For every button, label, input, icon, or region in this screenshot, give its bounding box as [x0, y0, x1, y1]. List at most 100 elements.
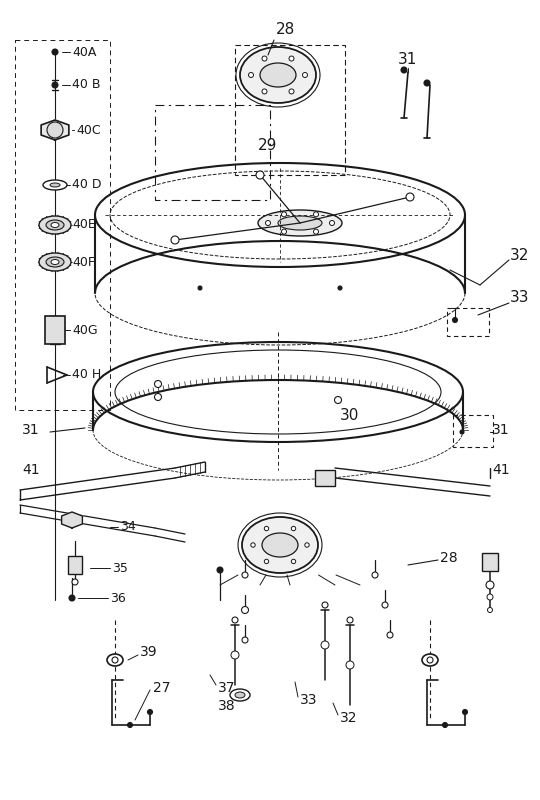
- Circle shape: [72, 579, 78, 585]
- Circle shape: [314, 229, 319, 234]
- Circle shape: [424, 80, 430, 86]
- Circle shape: [487, 594, 493, 600]
- Text: 32: 32: [510, 247, 529, 262]
- Ellipse shape: [278, 216, 322, 230]
- Circle shape: [281, 229, 287, 234]
- Circle shape: [462, 710, 468, 714]
- Text: 38: 38: [218, 699, 235, 713]
- Ellipse shape: [50, 183, 60, 187]
- Circle shape: [232, 617, 238, 623]
- Bar: [45, 316, 65, 344]
- Circle shape: [264, 559, 269, 564]
- Text: 35: 35: [112, 562, 128, 574]
- Text: 32: 32: [340, 711, 357, 725]
- Circle shape: [262, 89, 267, 94]
- Ellipse shape: [242, 517, 318, 573]
- Text: 27: 27: [153, 681, 171, 695]
- Circle shape: [217, 567, 223, 573]
- Text: 41: 41: [492, 463, 510, 477]
- Circle shape: [334, 397, 341, 403]
- Ellipse shape: [422, 654, 438, 666]
- Circle shape: [112, 657, 118, 663]
- Text: 40G: 40G: [72, 323, 98, 337]
- Ellipse shape: [51, 222, 59, 227]
- Circle shape: [291, 526, 296, 530]
- Bar: [68, 556, 82, 574]
- Circle shape: [127, 722, 132, 727]
- Circle shape: [281, 212, 287, 217]
- Circle shape: [322, 602, 328, 608]
- Polygon shape: [62, 512, 83, 528]
- Ellipse shape: [107, 654, 123, 666]
- Text: 40F: 40F: [72, 255, 95, 269]
- Circle shape: [387, 632, 393, 638]
- Circle shape: [256, 171, 264, 179]
- Ellipse shape: [260, 63, 296, 87]
- Text: 28: 28: [276, 22, 295, 38]
- Text: 41: 41: [22, 463, 39, 477]
- Text: 34: 34: [120, 521, 136, 534]
- Circle shape: [69, 595, 75, 601]
- Circle shape: [329, 221, 334, 226]
- Circle shape: [289, 56, 294, 61]
- Bar: [155, 105, 270, 200]
- Circle shape: [372, 572, 378, 578]
- Ellipse shape: [240, 47, 316, 103]
- Circle shape: [453, 318, 457, 322]
- Circle shape: [321, 641, 329, 649]
- Circle shape: [242, 637, 248, 643]
- Circle shape: [305, 542, 309, 547]
- Circle shape: [289, 89, 294, 94]
- Ellipse shape: [39, 216, 71, 234]
- Text: 33: 33: [510, 290, 530, 306]
- Text: 40 B: 40 B: [72, 78, 100, 91]
- Circle shape: [382, 602, 388, 608]
- Circle shape: [427, 657, 433, 663]
- Ellipse shape: [230, 689, 250, 701]
- Text: 33: 33: [300, 693, 318, 707]
- Circle shape: [486, 581, 494, 589]
- Text: 31: 31: [492, 423, 510, 437]
- Circle shape: [242, 572, 248, 578]
- Ellipse shape: [262, 533, 298, 557]
- Ellipse shape: [46, 257, 64, 267]
- Circle shape: [171, 236, 179, 244]
- Circle shape: [154, 381, 161, 387]
- Circle shape: [264, 526, 269, 530]
- Text: 29: 29: [258, 138, 278, 153]
- Circle shape: [401, 67, 407, 73]
- Text: 40E: 40E: [72, 218, 96, 231]
- Ellipse shape: [46, 220, 64, 230]
- Circle shape: [154, 394, 161, 401]
- Circle shape: [406, 193, 414, 201]
- Text: 40 D: 40 D: [72, 178, 102, 191]
- Text: 37: 37: [218, 681, 235, 695]
- Circle shape: [52, 82, 58, 88]
- Circle shape: [266, 221, 271, 226]
- Circle shape: [488, 607, 492, 613]
- Polygon shape: [41, 120, 69, 140]
- Text: 31: 31: [22, 423, 39, 437]
- Bar: [235, 45, 345, 175]
- Text: 30: 30: [340, 407, 360, 422]
- Circle shape: [291, 559, 296, 564]
- Circle shape: [314, 212, 319, 217]
- Circle shape: [460, 430, 464, 434]
- Ellipse shape: [47, 122, 63, 138]
- Circle shape: [442, 722, 448, 727]
- Text: 36: 36: [110, 591, 126, 605]
- Bar: [315, 470, 335, 486]
- Bar: [453, 415, 493, 447]
- Text: 28: 28: [440, 551, 457, 565]
- Text: 40 H: 40 H: [72, 369, 102, 382]
- Circle shape: [251, 542, 255, 547]
- Text: 40C: 40C: [76, 123, 100, 137]
- Ellipse shape: [43, 180, 67, 190]
- Text: 40A: 40A: [72, 46, 96, 58]
- Ellipse shape: [235, 692, 245, 698]
- Circle shape: [241, 606, 248, 614]
- Text: 31: 31: [398, 53, 417, 67]
- Circle shape: [338, 286, 342, 290]
- Ellipse shape: [51, 259, 59, 265]
- Circle shape: [231, 651, 239, 659]
